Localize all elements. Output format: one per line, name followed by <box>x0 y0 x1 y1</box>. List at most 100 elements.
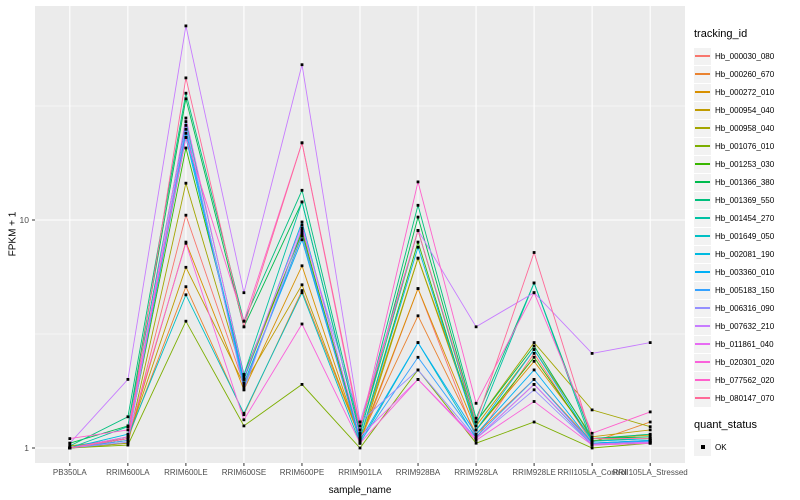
y-axis-title: FPKM + 1 <box>7 211 19 257</box>
data-point <box>648 435 652 439</box>
legend-item-label: Hb_020301_020 <box>715 357 775 367</box>
data-point <box>242 424 246 428</box>
data-point <box>590 431 594 435</box>
legend-title-quant-status: quant_status <box>694 419 757 431</box>
data-point <box>474 416 478 420</box>
legend-key <box>694 438 711 456</box>
data-point <box>590 352 594 355</box>
x-axis-title: sample_name <box>328 485 392 496</box>
line-swatch-icon <box>695 253 710 255</box>
data-point <box>184 241 188 245</box>
legend-key <box>694 47 711 65</box>
line-swatch-icon <box>695 307 710 309</box>
data-point <box>474 325 478 329</box>
legend-item-label: Hb_001369_550 <box>715 195 775 205</box>
legend-item-label: Hb_000272_010 <box>715 87 775 97</box>
legend: tracking_id Hb_000030_080 Hb_000260_670 Hb… <box>694 28 800 456</box>
data-point <box>416 314 420 318</box>
legend-key <box>694 227 711 245</box>
data-point <box>532 378 536 381</box>
data-point <box>242 383 246 386</box>
data-point <box>474 432 478 436</box>
data-point <box>474 437 478 440</box>
legend-item-Hb_001454_270: Hb_001454_270 <box>694 209 800 227</box>
legend-item-Hb_000260_670: Hb_000260_670 <box>694 65 800 83</box>
data-point <box>532 344 536 348</box>
legend-item-Hb_001253_030: Hb_001253_030 <box>694 155 800 173</box>
line-swatch-icon <box>695 289 710 291</box>
data-point <box>242 388 246 392</box>
legend-item-Hb_003360_010: Hb_003360_010 <box>694 263 800 281</box>
line-swatch-icon <box>695 163 710 165</box>
data-point <box>416 287 420 290</box>
x-tick-label: RRIM600LE <box>164 468 208 477</box>
data-point <box>532 420 536 424</box>
data-point <box>242 291 246 295</box>
line-swatch-icon <box>695 55 710 57</box>
data-point <box>126 440 130 444</box>
data-point <box>184 116 188 120</box>
legend-key <box>694 335 711 353</box>
data-point <box>590 435 594 439</box>
data-point <box>300 322 304 326</box>
legend-item-label: Hb_000260_670 <box>715 69 775 79</box>
data-point <box>648 441 652 445</box>
data-point <box>242 325 246 329</box>
legend-item-Hb_005183_150: Hb_005183_150 <box>694 281 800 299</box>
data-point <box>126 378 130 381</box>
legend-item-Hb_007632_210: Hb_007632_210 <box>694 317 800 335</box>
data-point <box>358 435 362 439</box>
line-swatch-icon <box>695 127 710 129</box>
legend-item-label: Hb_001366_380 <box>715 177 775 187</box>
data-point <box>68 441 72 445</box>
data-point <box>416 341 420 344</box>
legend-key <box>694 137 711 155</box>
legend-key <box>694 209 711 227</box>
data-point <box>474 439 478 442</box>
line-swatch-icon <box>695 343 710 345</box>
data-point <box>532 400 536 403</box>
data-point <box>300 141 304 145</box>
data-point <box>184 91 188 95</box>
data-point <box>590 443 594 447</box>
data-point <box>416 378 420 381</box>
legend-item-label: Hb_005183_150 <box>715 285 775 295</box>
data-point <box>590 437 594 440</box>
data-point <box>300 188 304 192</box>
data-point <box>300 383 304 386</box>
data-point <box>416 180 420 184</box>
data-point <box>184 213 188 217</box>
line-swatch-icon <box>695 91 710 93</box>
data-point <box>184 127 188 131</box>
data-point <box>300 289 304 292</box>
data-point <box>648 410 652 414</box>
data-point <box>184 24 188 28</box>
y-tick-label: 1 <box>24 443 29 453</box>
data-point <box>126 435 130 439</box>
legend-item-label: OK <box>715 442 727 452</box>
line-swatch-icon <box>695 235 710 237</box>
line-swatch-icon <box>695 325 710 327</box>
legend-item-label: Hb_006316_090 <box>715 303 775 313</box>
legend-item-Hb_001649_050: Hb_001649_050 <box>694 227 800 245</box>
legend-item-label: Hb_007632_210 <box>715 321 775 331</box>
data-point <box>590 408 594 412</box>
legend-item-Hb_011861_040: Hb_011861_040 <box>694 335 800 353</box>
data-point <box>474 441 478 445</box>
data-point <box>126 432 130 436</box>
data-point <box>300 63 304 67</box>
data-point <box>126 439 130 442</box>
legend-key <box>694 83 711 101</box>
data-point <box>300 229 304 232</box>
data-point <box>300 200 304 204</box>
legend-item-label: Hb_077562_020 <box>715 375 775 385</box>
data-point <box>126 428 130 432</box>
data-point <box>68 446 72 450</box>
data-point <box>590 439 594 443</box>
data-point <box>184 293 188 297</box>
data-point <box>648 428 652 432</box>
data-point <box>416 245 420 249</box>
legend-item-label: Hb_002081_190 <box>715 249 775 259</box>
data-point <box>242 381 246 385</box>
